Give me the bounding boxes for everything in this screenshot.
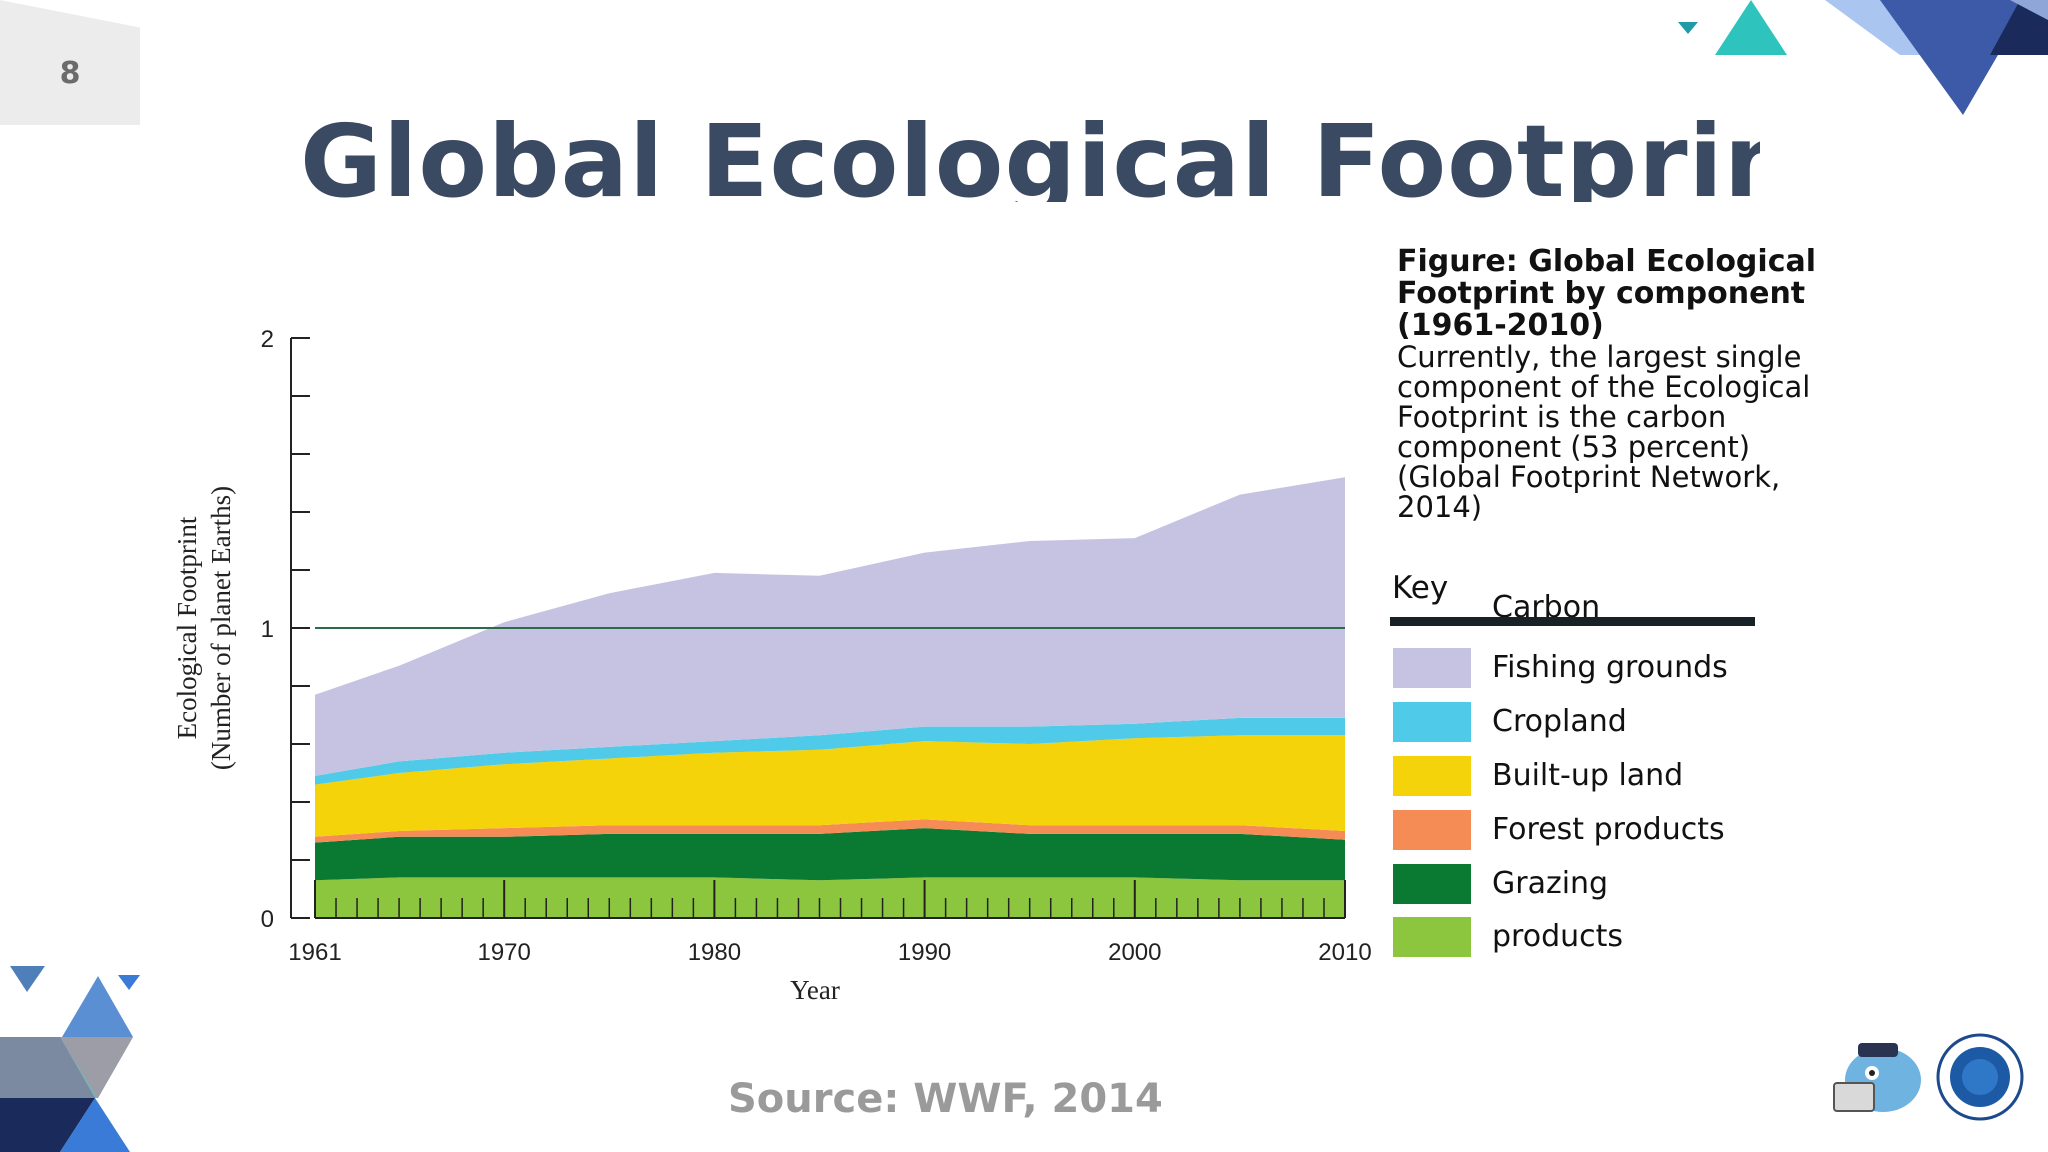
figure-caption: Figure: Global Ecological Footprint by c… xyxy=(1397,244,1817,524)
area-grazing xyxy=(315,828,1345,881)
area-cropland xyxy=(315,717,1345,785)
institute-seal-logo xyxy=(1936,1033,2024,1121)
key-title: Key xyxy=(1392,570,1449,606)
y-tick-label: 2 xyxy=(261,326,274,353)
mascot-logo xyxy=(1833,1043,1921,1112)
y-axis-title-line: (Number of planet Earths) xyxy=(206,486,236,770)
caption-title: Figure: Global Ecological Footprint by c… xyxy=(1397,244,1817,343)
area-fishing-grounds xyxy=(315,477,1345,776)
legend-swatch xyxy=(1393,810,1471,850)
legend-label: Fishing grounds xyxy=(1492,650,1728,685)
page-number: 8 xyxy=(59,56,81,91)
legend-label: products xyxy=(1492,919,1624,954)
y-tick-label: 1 xyxy=(261,616,274,643)
legend-swatch xyxy=(1393,864,1471,904)
legend-swatch xyxy=(1393,648,1471,688)
x-tick-label: 1961 xyxy=(288,939,341,966)
y-axis-title-line: Ecological Footprint xyxy=(172,516,202,739)
legend-label: Forest products xyxy=(1492,812,1725,847)
x-tick-label: 1990 xyxy=(898,939,951,966)
y-tick-label: 0 xyxy=(261,906,274,933)
x-tick-label: 2000 xyxy=(1108,939,1161,966)
legend-label: Grazing xyxy=(1492,866,1609,901)
legend-label: Cropland xyxy=(1492,704,1627,739)
source-text: Source: WWF, 2014 xyxy=(728,1076,1163,1122)
legend-swatch xyxy=(1393,917,1471,957)
area-products xyxy=(315,877,1345,918)
caption-body: Currently, the largest single component … xyxy=(1397,340,1811,524)
x-tick-label: 1970 xyxy=(477,939,530,966)
legend-label: Built-up land xyxy=(1492,758,1684,793)
x-axis-title: Year xyxy=(790,975,840,1005)
slide-title: Global Ecological Footprint xyxy=(300,103,1760,202)
x-tick-label: 2010 xyxy=(1318,939,1371,966)
area-built-up-land xyxy=(315,735,1345,837)
legend-swatch xyxy=(1393,702,1471,742)
key-carbon-line xyxy=(1390,617,1755,626)
legend-swatch xyxy=(1393,756,1471,796)
key-carbon-label: Carbon xyxy=(1492,590,1601,620)
x-tick-label: 1980 xyxy=(688,939,741,966)
